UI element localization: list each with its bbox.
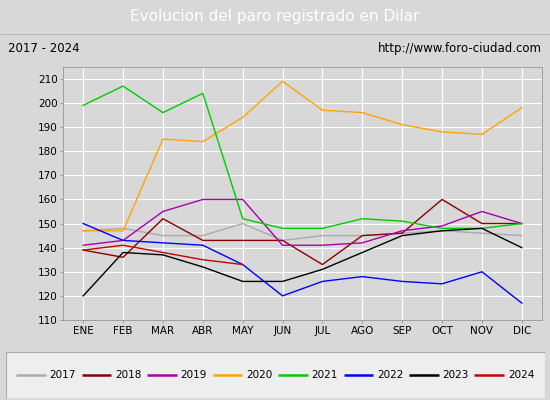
Text: 2019: 2019 xyxy=(180,370,207,380)
Text: 2018: 2018 xyxy=(115,370,141,380)
Text: 2017 - 2024: 2017 - 2024 xyxy=(8,42,80,55)
Text: 2020: 2020 xyxy=(246,370,272,380)
Text: 2021: 2021 xyxy=(311,370,338,380)
Text: 2024: 2024 xyxy=(508,370,534,380)
Text: 2017: 2017 xyxy=(50,370,76,380)
Text: Evolucion del paro registrado en Dilar: Evolucion del paro registrado en Dilar xyxy=(130,10,420,24)
Text: 2022: 2022 xyxy=(377,370,403,380)
Text: http://www.foro-ciudad.com: http://www.foro-ciudad.com xyxy=(378,42,542,55)
Text: 2023: 2023 xyxy=(442,370,469,380)
